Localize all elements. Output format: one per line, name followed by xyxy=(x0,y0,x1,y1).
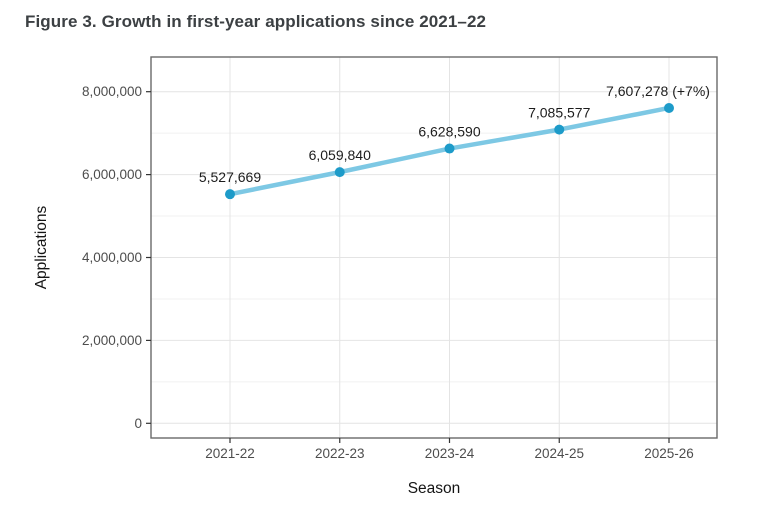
data-point-label: 7,607,278 (+7%) xyxy=(606,83,710,99)
data-point xyxy=(444,143,455,154)
panel-border xyxy=(150,56,718,439)
x-tick-label: 2021-22 xyxy=(205,446,255,461)
data-point xyxy=(664,102,674,113)
data-point-label: 5,527,669 xyxy=(199,169,261,185)
x-tick-label: 2024-25 xyxy=(534,446,584,461)
x-tick-label: 2023-24 xyxy=(425,446,475,461)
data-point xyxy=(334,167,345,178)
data-point-label: 7,085,577 xyxy=(528,105,590,121)
y-tick-label: 6,000,000 xyxy=(82,167,142,182)
y-tick-label: 4,000,000 xyxy=(82,250,142,265)
y-tick-label: 0 xyxy=(134,416,142,431)
x-tick-label: 2022-23 xyxy=(315,446,365,461)
y-tick-label: 2,000,000 xyxy=(82,333,142,348)
figure-title: Figure 3. Growth in first-year applicati… xyxy=(25,12,487,31)
x-tick-label: 2025-26 xyxy=(644,446,694,461)
y-axis-title: Applications xyxy=(33,205,50,289)
data-point xyxy=(225,189,235,200)
data-point-label: 6,059,840 xyxy=(309,147,371,163)
data-point-label: 6,628,590 xyxy=(418,124,480,140)
x-axis-title: Season xyxy=(408,480,461,497)
y-tick-label: 8,000,000 xyxy=(82,84,142,99)
data-point xyxy=(554,124,565,135)
